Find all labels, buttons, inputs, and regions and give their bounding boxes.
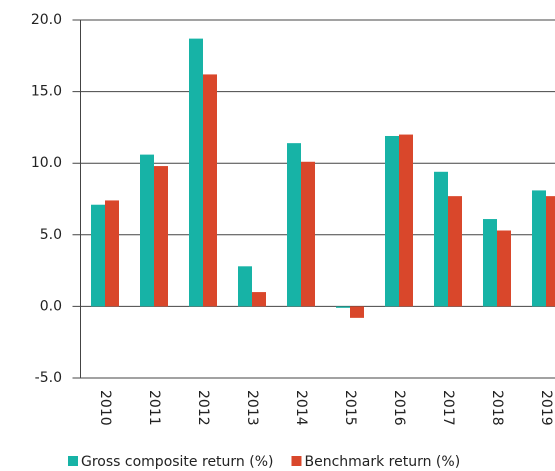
x-tick-label: 2014 [293,390,309,426]
bar [434,171,448,307]
bar [203,74,217,307]
x-tick-label: 2016 [391,390,407,426]
y-tick-label: 0.0 [40,298,62,314]
bar [497,230,511,307]
bar [385,135,399,307]
bar [399,134,413,307]
legend-label: Gross composite return (%) [81,454,273,470]
x-tick-label: 2013 [244,390,260,426]
bar [189,38,203,307]
x-tick-label: 2017 [440,390,456,426]
x-tick-label: 2018 [489,390,505,426]
y-tick-label: 10.0 [31,155,62,171]
legend-label: Benchmark return (%) [304,454,460,470]
y-tick-label: 15.0 [31,84,62,100]
bar [252,292,266,307]
bar [301,161,315,307]
bar [91,204,105,307]
bar [140,154,154,307]
legend-swatch [291,456,302,466]
bar [532,190,546,307]
bar [287,143,301,307]
legend-swatch [68,456,78,466]
y-tick-label: 20.0 [31,12,62,28]
bar [350,306,364,318]
x-tick-label: 2012 [195,390,211,426]
bar [238,266,252,307]
bar [105,200,119,307]
bar [154,166,168,307]
x-tick-label: 2015 [342,390,358,426]
bar [336,306,350,308]
y-tick-label: 5.0 [40,227,62,243]
x-tick-label: 2011 [146,390,162,426]
bar [448,196,462,307]
y-tick-label: -5.0 [35,370,62,386]
bar [483,219,497,307]
x-tick-label: 2010 [97,390,113,426]
bar [546,196,555,307]
x-tick-label: 2019 [538,390,554,426]
